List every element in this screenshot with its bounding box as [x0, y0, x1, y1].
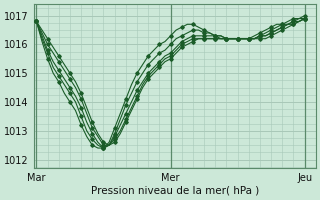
- X-axis label: Pression niveau de la mer( hPa ): Pression niveau de la mer( hPa ): [91, 186, 259, 196]
